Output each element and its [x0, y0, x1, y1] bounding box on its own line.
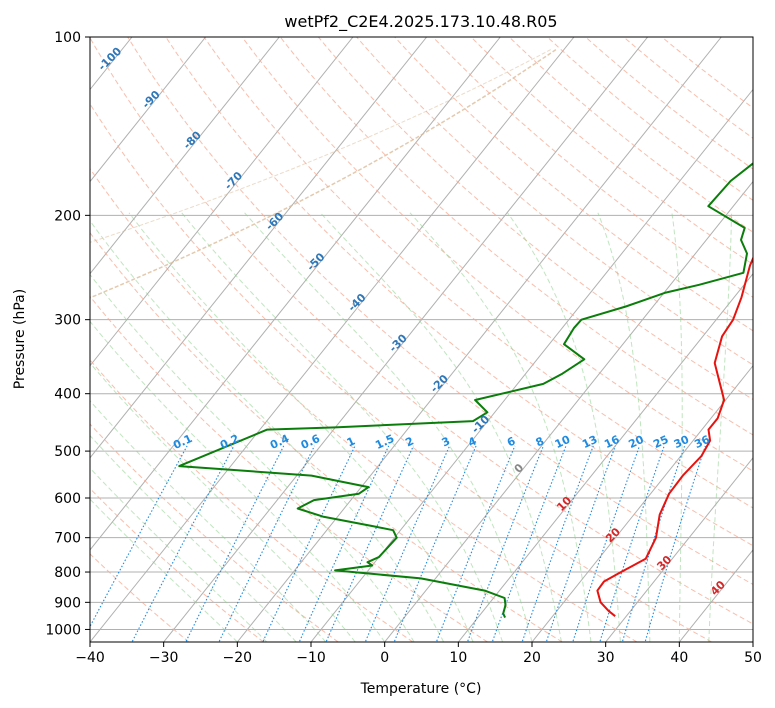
- y-tick-label: 900: [54, 595, 81, 611]
- moist-adiabat: [90, 498, 238, 642]
- mixing-ratio-line: [90, 445, 188, 628]
- mixing-ratio-label: 36: [692, 433, 712, 451]
- moist-adiabat: [90, 320, 386, 642]
- dry-adiabat: [203, 37, 753, 509]
- mixing-ratio-label: 20: [627, 433, 647, 451]
- moist-adiabat: [90, 467, 268, 642]
- mixing-ratio-label: 16: [602, 433, 622, 451]
- dry-adiabat: [318, 37, 753, 401]
- y-tick-label: 400: [54, 387, 81, 403]
- x-axis-title: Temperature (°C): [360, 681, 482, 697]
- isotherm-gridline: [605, 457, 753, 642]
- dry-adiabat: [547, 37, 753, 201]
- moist-adiabat: [128, 212, 474, 642]
- mixing-ratio-line: [298, 445, 390, 642]
- moist-adiabat: [90, 362, 356, 642]
- grid: [90, 37, 753, 642]
- mixing-ratio-line: [521, 445, 594, 642]
- moist-adiabat: [90, 219, 445, 642]
- y-tick-label: 600: [54, 491, 81, 507]
- y-tick-label: 100: [54, 30, 81, 46]
- mixing-ratio-line: [545, 445, 616, 642]
- y-tick-label: 300: [54, 313, 81, 329]
- isotherm-gridline: [457, 272, 753, 642]
- isotherm-gridline: [90, 37, 501, 551]
- mixing-ratio-line: [131, 445, 235, 642]
- y-tick-label: 500: [54, 444, 81, 460]
- moist-adiabat: [597, 212, 651, 642]
- moist-adiabat: [181, 212, 503, 642]
- y-axis-title: Pressure (hPa): [12, 289, 28, 389]
- dewpoint-profile: [178, 162, 753, 619]
- isotherm-gridline: [90, 37, 354, 367]
- moist-adiabat: [90, 434, 297, 642]
- x-tick-label: 0: [380, 650, 389, 666]
- y-tick-label: 700: [54, 531, 81, 547]
- isotherm-gridline: [236, 37, 722, 642]
- dry-adiabat: [90, 37, 753, 625]
- mixing-ratio-line: [435, 445, 516, 642]
- dry-adiabat: [90, 102, 712, 642]
- dry-adiabat: [90, 295, 488, 642]
- mixing-ratio-lines: [90, 445, 706, 642]
- mixing-ratio-line: [262, 445, 356, 642]
- mixing-ratio-line: [364, 445, 451, 642]
- y-tick-label: 800: [54, 565, 81, 581]
- dry-adiabat: [165, 37, 753, 547]
- x-tick-label: −30: [149, 650, 179, 666]
- mixing-ratio-label: 25: [651, 433, 670, 451]
- isotherm-gridline: [384, 180, 753, 642]
- x-tick-label: 10: [449, 650, 467, 666]
- x-axis: −40 −30 −20 −10 0 10 20 30 40 50: [75, 642, 762, 666]
- mixing-ratio-line: [393, 445, 477, 642]
- x-tick-label: −40: [75, 650, 105, 666]
- x-tick-label: −10: [296, 650, 326, 666]
- dry-adiabat: [394, 37, 753, 332]
- moist-adiabat: [320, 212, 562, 642]
- isotherm-gridline: [163, 37, 649, 642]
- moist-adiabat: [90, 273, 415, 642]
- dry-adiabat: [279, 37, 753, 436]
- moist-adiabat: [90, 400, 327, 642]
- mixing-ratio-label: 13: [580, 433, 599, 451]
- isotherm-gridline: [90, 37, 428, 459]
- reference-curve: [90, 49, 551, 243]
- isotherm-gridline: [310, 88, 753, 642]
- plot-frame: [89, 36, 754, 643]
- isotherm-gridline: [90, 37, 207, 183]
- mixing-ratio-label: 30: [672, 433, 692, 451]
- x-tick-label: −20: [223, 650, 253, 666]
- dry-adiabat: [90, 487, 264, 642]
- dry-adiabat: [90, 167, 638, 642]
- dry-adiabat: [90, 423, 339, 642]
- mixing-ratio-line: [644, 445, 706, 642]
- x-tick-label: 20: [523, 650, 541, 666]
- moist-adiabat: [671, 212, 683, 642]
- mixing-ratio-line: [325, 445, 414, 642]
- x-tick-label: 30: [597, 650, 615, 666]
- dry-adiabat: [470, 37, 753, 265]
- isotherm-gridline: [90, 37, 575, 642]
- adiabats: [90, 37, 753, 642]
- profiles: [178, 162, 753, 619]
- dry-adiabat: [623, 37, 753, 139]
- isotherm-gridline: [90, 37, 280, 275]
- dry-adiabat: [90, 359, 414, 642]
- mixing-ratio-label: 10: [553, 433, 573, 451]
- temperature-profile: [596, 255, 753, 617]
- mixing-ratio-line: [466, 445, 544, 642]
- moist-adiabat: [708, 212, 733, 642]
- x-tick-label: 40: [670, 650, 688, 666]
- y-tick-label: 1000: [45, 622, 81, 638]
- y-axis: 100 200 300 400 500 600 700 800 900 1000: [45, 30, 90, 638]
- x-tick-label: 50: [744, 650, 762, 666]
- isotherm-gridline: [531, 364, 753, 642]
- dry-adiabat: [90, 231, 563, 642]
- dry-adiabat: [127, 37, 753, 585]
- y-tick-label: 200: [54, 208, 81, 224]
- chart-title: wetPf2_C2E4.2025.173.10.48.R05: [284, 12, 557, 32]
